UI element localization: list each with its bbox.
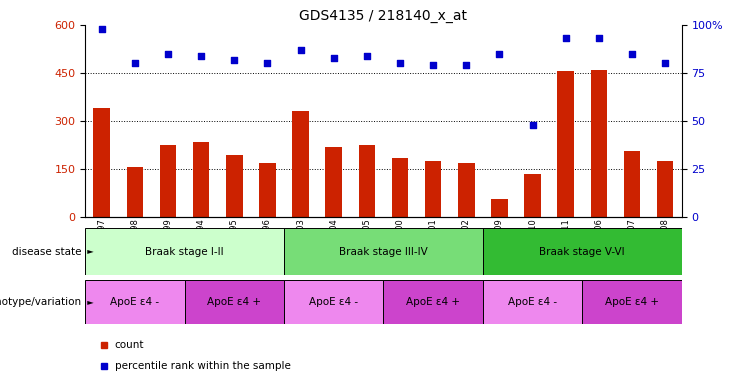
Bar (458, 162, 474, 217)
Text: ApoE ε4 +: ApoE ε4 + (406, 297, 460, 308)
Point (361, 53, 373, 59)
Bar (359, 145, 375, 217)
Bar (325, 147, 342, 217)
Point (196, 53, 207, 59)
Point (328, 55, 339, 61)
Bar (93, 108, 110, 217)
Bar (85, 280, 185, 324)
Point (394, 60, 406, 66)
Bar (525, 174, 541, 217)
Text: ApoE ε4 +: ApoE ε4 + (605, 297, 659, 308)
Text: ApoE ε4 -: ApoE ε4 - (110, 297, 159, 308)
Text: ►: ► (82, 298, 93, 307)
Point (559, 35, 571, 41)
Bar (284, 228, 483, 275)
Bar (483, 228, 682, 275)
Text: ApoE ε4 +: ApoE ε4 + (207, 297, 262, 308)
Bar (293, 111, 309, 217)
Bar (392, 158, 408, 217)
Text: genotype/variation: genotype/variation (0, 297, 82, 308)
Bar (491, 199, 508, 217)
Point (96, 26, 107, 32)
Point (460, 62, 472, 68)
Point (228, 56, 240, 63)
Bar (591, 70, 607, 217)
Point (494, 51, 505, 57)
Text: Braak stage III-IV: Braak stage III-IV (339, 247, 428, 257)
Text: Braak stage V-VI: Braak stage V-VI (539, 247, 625, 257)
Point (129, 60, 141, 66)
Bar (160, 145, 176, 217)
Point (428, 62, 439, 68)
Bar (193, 142, 210, 217)
Bar (557, 71, 574, 217)
Point (295, 47, 307, 53)
Bar (425, 161, 442, 217)
Text: ApoE ε4 -: ApoE ε4 - (508, 297, 557, 308)
Text: percentile rank within the sample: percentile rank within the sample (115, 361, 290, 371)
Title: GDS4135 / 218140_x_at: GDS4135 / 218140_x_at (299, 8, 468, 23)
Text: ApoE ε4 -: ApoE ε4 - (309, 297, 359, 308)
Bar (384, 280, 483, 324)
Point (659, 60, 671, 66)
Text: Braak stage I-II: Braak stage I-II (145, 247, 224, 257)
Bar (127, 167, 143, 217)
Point (527, 122, 539, 128)
Point (626, 51, 638, 57)
Bar (657, 161, 674, 217)
Bar (582, 280, 682, 324)
Point (593, 35, 605, 41)
Bar (284, 280, 384, 324)
Bar (185, 280, 284, 324)
Bar (624, 151, 640, 217)
Point (162, 51, 174, 57)
Bar (226, 155, 242, 217)
Bar (259, 162, 276, 217)
Bar (483, 280, 582, 324)
Bar (85, 228, 284, 275)
Text: ►: ► (82, 247, 93, 256)
Text: count: count (115, 339, 144, 350)
Point (262, 60, 273, 66)
Text: disease state: disease state (12, 247, 82, 257)
